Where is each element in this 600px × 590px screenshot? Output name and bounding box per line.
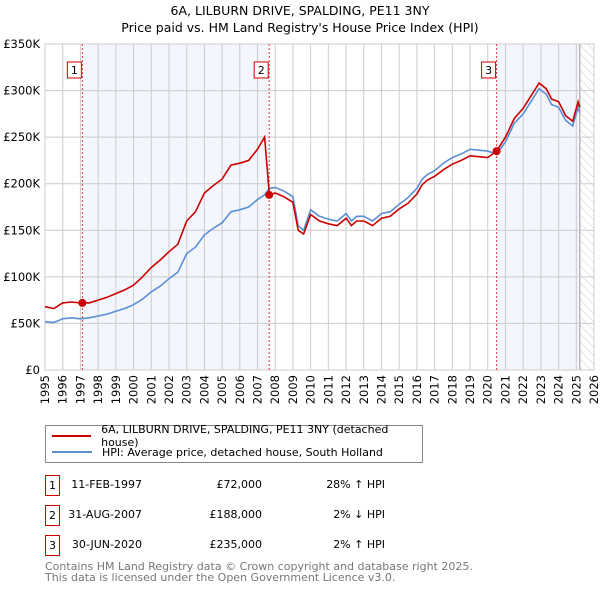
sale-row: 3 30-JUN-2020 £235,000 2% ↑ HPI (45, 535, 465, 557)
footer-copyright: Contains HM Land Registry data © Crown c… (45, 560, 473, 573)
sale-row: 1 11-FEB-1997 £72,000 28% ↑ HPI (45, 475, 465, 497)
sale-label-box (66, 61, 82, 79)
sale-label: 1 (71, 64, 78, 77)
price-chart: 1995 1996 1997 1998 1999 2000 2001 2002 2003 2004… (3, 37, 600, 404)
legend: 6A, LILBURN DRIVE, SPALDING, PE11 3NY (d… (45, 423, 423, 463)
legend-label: 6A, LILBURN DRIVE, SPALDING, PE11 3NY (d… (101, 423, 389, 449)
x-tick-label: 2016 (410, 375, 424, 404)
x-tick-label: 2014 (374, 375, 388, 404)
hatched-future-region (579, 44, 594, 370)
x-tick-label: 2006 (233, 375, 247, 404)
sale-label: 3 (485, 64, 492, 77)
y-tick-label: £300K (3, 84, 40, 98)
y-tick-label: £250K (3, 130, 40, 144)
sale-row: 2 31-AUG-2007 £188,000 2% ↓ HPI (45, 505, 465, 527)
x-tick-label: 2003 (180, 375, 194, 404)
sale-price: £72,000 (216, 478, 263, 491)
x-tick-label: 2020 (481, 375, 495, 404)
hpi-line (44, 87, 581, 324)
x-tick-label: 2009 (286, 375, 300, 404)
sale-label-box (253, 61, 269, 79)
x-tick-label: 2010 (304, 375, 318, 404)
x-tick-label: 2008 (268, 375, 282, 404)
x-tick-label: 2023 (534, 375, 548, 404)
y-tick-label: £150K (3, 223, 40, 237)
chart-title: 6A, LILBURN DRIVE, SPALDING, PE11 3NY (170, 3, 430, 18)
x-tick-label: 2004 (197, 375, 211, 404)
y-tick-label: £50K (11, 316, 41, 330)
x-tick-label: 2011 (321, 375, 335, 404)
x-tick-label: 2001 (144, 375, 158, 404)
chart-subtitle: Price paid vs. HM Land Registry's House … (121, 20, 479, 35)
x-tick-label: 2019 (463, 375, 477, 404)
legend-item-hpi: HPI: Average price, detached house, Sout… (52, 444, 383, 460)
sale-badge: 3 (45, 535, 60, 556)
x-tick-label: 1998 (91, 375, 105, 404)
x-tick-label: 2007 (251, 375, 265, 404)
x-tick-label: 2005 (215, 375, 229, 404)
x-tick-label: 2002 (162, 375, 176, 404)
sale-badge: 2 (45, 505, 60, 526)
plot-border (44, 43, 595, 371)
x-tick-label: 2024 (552, 375, 566, 404)
y-tick-label: £0 (25, 363, 40, 377)
x-tick-label: 2017 (428, 375, 442, 404)
legend-swatch-blue (52, 451, 92, 453)
sale-point (492, 147, 501, 156)
x-tick-label: 2012 (339, 375, 353, 404)
x-tick-label: 2021 (498, 375, 512, 404)
price-paid-line (44, 81, 581, 310)
x-tick-label: 2013 (357, 375, 371, 404)
y-tick-label: £200K (3, 177, 40, 191)
sale-hpi-diff: 28% ↑ HPI (326, 478, 385, 491)
legend-item-price-paid: 6A, LILBURN DRIVE, SPALDING, PE11 3NY (d… (52, 423, 422, 449)
x-tick-label: 2000 (127, 375, 141, 404)
sale-date: 11-FEB-1997 (71, 478, 142, 491)
x-tick-label: 1997 (73, 375, 87, 404)
sale-point (265, 190, 274, 199)
x-tick-label: 2026 (587, 375, 600, 404)
sale-price: £235,000 (209, 538, 263, 551)
sale-date: 30-JUN-2020 (71, 538, 142, 551)
footer-licence: This data is licensed under the Open Gov… (45, 571, 396, 584)
y-tick-label: £350K (3, 37, 40, 51)
sale-hpi-diff: 2% ↓ HPI (333, 508, 385, 521)
sale-date: 31-AUG-2007 (68, 508, 142, 521)
x-tick-label: 2015 (392, 375, 406, 404)
x-tick-label: 2018 (445, 375, 459, 404)
sale-hpi-diff: 2% ↑ HPI (333, 538, 385, 551)
y-tick-label: £100K (3, 270, 40, 284)
sale-label-box (481, 61, 497, 79)
legend-swatch-red (52, 435, 92, 437)
x-tick-label: 1996 (56, 375, 70, 404)
sale-label: 2 (258, 64, 265, 77)
x-tick-label: 1995 (38, 375, 52, 404)
shaded-ownership-period (82, 44, 270, 370)
x-tick-label: 1999 (109, 375, 123, 404)
shaded-ownership-period (496, 44, 580, 370)
sale-price: £188,000 (209, 508, 263, 521)
sale-point (78, 298, 87, 307)
sale-badge: 1 (45, 475, 60, 496)
legend-label: HPI: Average price, detached house, Sout… (102, 445, 383, 459)
x-tick-label: 2025 (569, 375, 583, 404)
x-tick-label: 2022 (516, 375, 530, 404)
